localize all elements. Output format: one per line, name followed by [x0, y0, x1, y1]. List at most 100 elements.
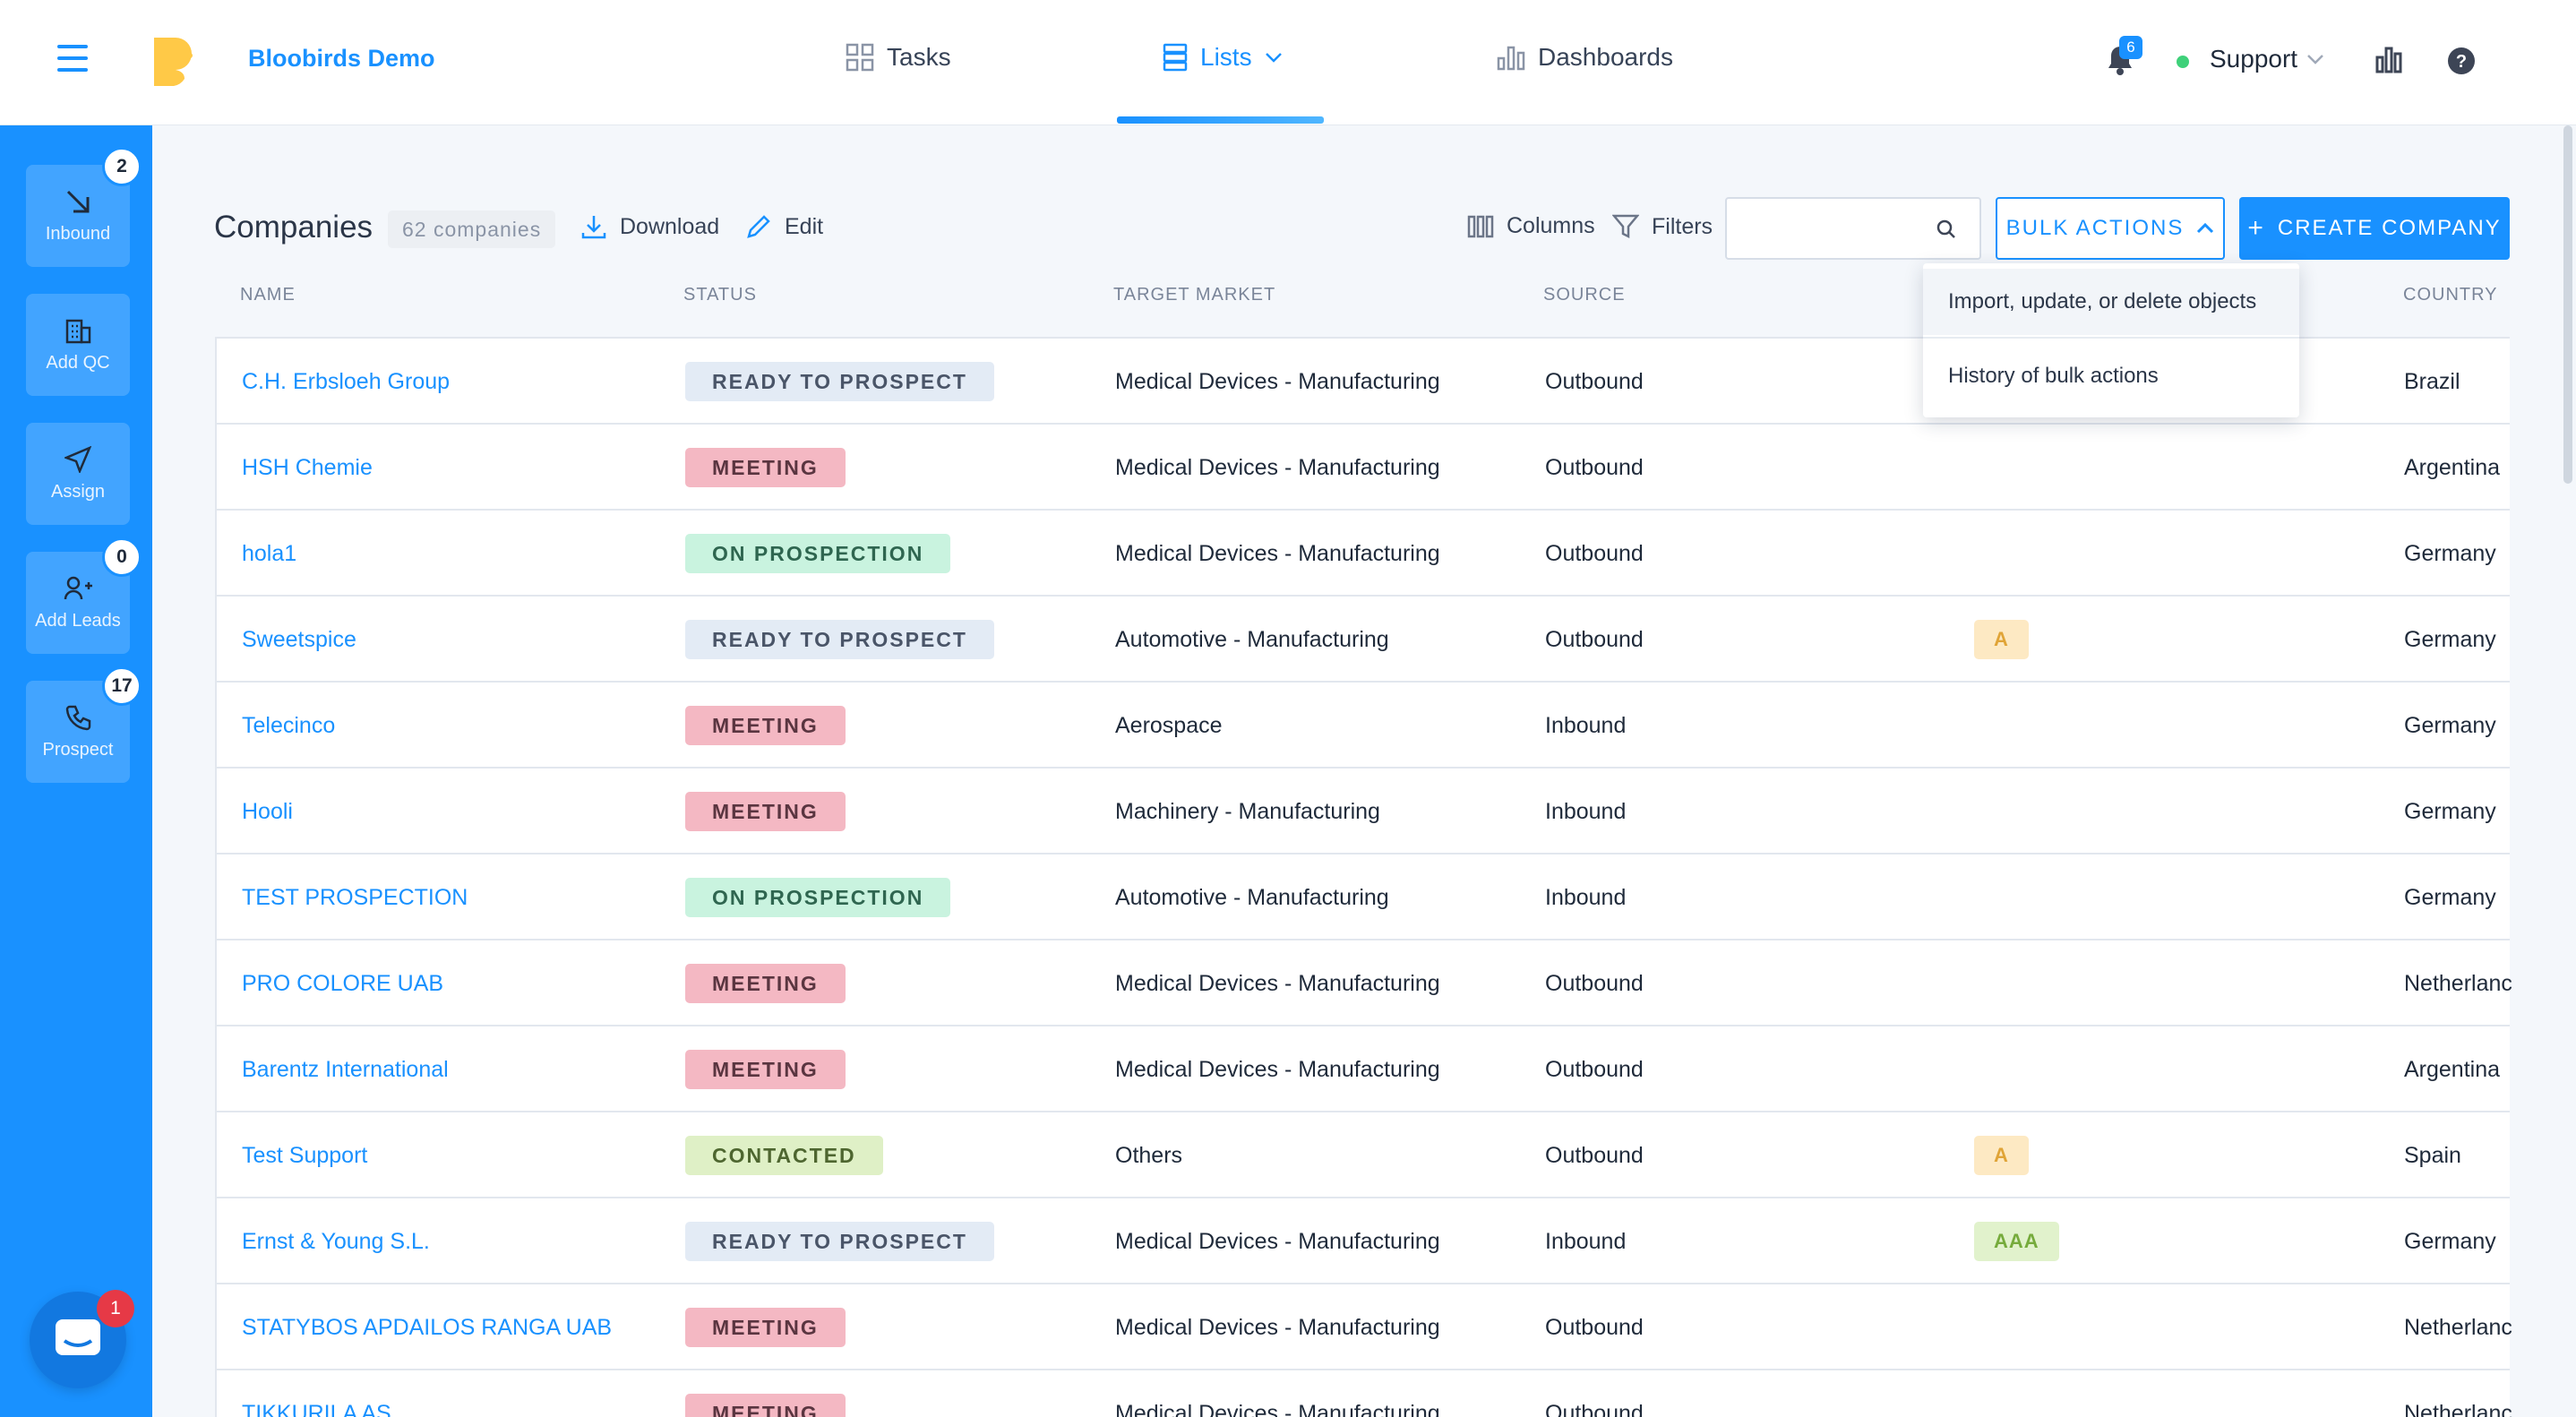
table-row[interactable]: Barentz International MEETING Medical Devi… [217, 1026, 2510, 1112]
table-row[interactable]: hola1 ON PROSPECTION Medical Devices - Man… [217, 511, 2510, 597]
column-header-country[interactable]: COUNTRY [2403, 285, 2498, 305]
target-market-cell: Others [1115, 1142, 1183, 1168]
status-cell: CONTACTED [685, 1112, 883, 1198]
column-header-source[interactable]: SOURCE [1543, 285, 1626, 305]
menu-icon[interactable] [57, 45, 88, 75]
menu-item-bulk-history[interactable]: History of bulk actions [1948, 364, 2159, 388]
left-sidebar: Inbound 2 Add QC Assign Add Leads 0 Pros… [0, 125, 152, 1417]
sidebar-item-label: Inbound [45, 223, 111, 244]
search-field[interactable] [1725, 197, 1981, 260]
table-row[interactable]: Hooli MEETING Machinery - Manufacturing Inb… [217, 769, 2510, 854]
source-cell: Outbound [1545, 626, 1644, 652]
notifications-badge: 6 [2119, 36, 2142, 59]
table-row[interactable]: Test Support CONTACTED Others Outbound A Spai… [217, 1112, 2510, 1198]
sidebar-item-label: Assign [50, 481, 106, 502]
search-icon[interactable] [1936, 219, 1956, 239]
table-row[interactable]: C.H. Erbsloeh Group READY TO PROSPECT Medi… [217, 339, 2510, 425]
country-cell: Germany [2404, 798, 2496, 824]
table-row[interactable]: STATYBOS APDAILOS RANGA UAB MEETING Medica… [217, 1284, 2512, 1370]
nav-lists[interactable]: Lists [1163, 43, 1283, 72]
table-row[interactable]: Ernst & Young S.L. READY TO PROSPECT Medic… [217, 1198, 2510, 1284]
company-name-link[interactable]: HSH Chemie [242, 454, 373, 480]
sidebar-item-assign[interactable]: Assign [26, 423, 130, 525]
download-button[interactable]: Download [580, 213, 719, 240]
status-cell: ON PROSPECTION [685, 511, 951, 597]
source-cell: Outbound [1545, 1314, 1644, 1340]
sidebar-item-inbound[interactable]: Inbound [26, 165, 130, 267]
analytics-icon[interactable] [2375, 47, 2402, 73]
source-cell: Outbound [1545, 540, 1644, 566]
user-menu[interactable]: Support [2210, 45, 2324, 73]
table-row[interactable]: TIKKURILA AS MEETING Medical Devices - Man… [217, 1370, 2512, 1417]
country-cell: Argentina [2404, 454, 2501, 480]
target-market-cell: Medical Devices - Manufacturing [1115, 1314, 1440, 1340]
page-title: Companies [214, 210, 374, 245]
source-cell: Outbound [1545, 1400, 1644, 1417]
scenario-tag: A [1974, 620, 2029, 659]
company-name-link[interactable]: Telecinco [242, 712, 336, 738]
target-market-cell: Aerospace [1115, 712, 1223, 738]
filters-button[interactable]: Filters [1612, 213, 1713, 240]
company-name-link[interactable]: C.H. Erbsloeh Group [242, 368, 451, 394]
edit-button[interactable]: Edit [745, 213, 823, 240]
table-row[interactable]: PRO COLORE UAB MEETING Medical Devices - M… [217, 940, 2512, 1026]
column-header-name[interactable]: NAME [240, 285, 296, 305]
status-badge: ON PROSPECTION [685, 534, 951, 573]
nav-lists-label: Lists [1200, 43, 1252, 71]
column-header-target-market[interactable]: TARGET MARKET [1113, 285, 1276, 305]
company-name-link[interactable]: Test Support [242, 1142, 368, 1168]
company-name-link[interactable]: Ernst & Young S.L. [242, 1228, 430, 1254]
column-header-status[interactable]: STATUS [683, 285, 757, 305]
status-cell: MEETING [685, 1284, 846, 1370]
help-icon[interactable]: ? [2447, 47, 2476, 75]
columns-label: Columns [1507, 213, 1595, 238]
user-name: Support [2210, 45, 2298, 73]
app-name[interactable]: Bloobirds Demo [248, 45, 435, 72]
status-cell: READY TO PROSPECT [685, 597, 994, 683]
company-name-link[interactable]: TEST PROSPECTION [242, 884, 468, 910]
sidebar-item-add-qc[interactable]: Add QC [26, 294, 130, 396]
nav-dashboards[interactable]: Dashboards [1497, 43, 1673, 72]
columns-button[interactable]: Columns [1467, 213, 1595, 239]
scenario-cell: AAA [1974, 1198, 2059, 1284]
table-row[interactable]: Telecinco MEETING Aerospace Inbound Germany [217, 683, 2510, 769]
nav-tasks[interactable]: Tasks [846, 43, 951, 72]
bulk-actions-button[interactable]: BULK ACTIONS [1996, 197, 2225, 260]
status-cell: MEETING [685, 1026, 846, 1112]
company-name-link[interactable]: STATYBOS APDAILOS RANGA UAB [242, 1314, 613, 1340]
page-scrollbar[interactable] [2563, 125, 2572, 484]
company-name-link[interactable]: Hooli [242, 798, 293, 824]
add-user-icon [64, 576, 92, 599]
create-company-button[interactable]: + CREATE COMPANY [2239, 197, 2510, 260]
company-name-link[interactable]: TIKKURILA AS [242, 1400, 391, 1417]
prospect-badge: 17 [102, 666, 142, 706]
scenario-cell: A [1974, 597, 2029, 683]
source-cell: Outbound [1545, 454, 1644, 480]
plus-icon: + [2247, 213, 2265, 243]
inbound-badge: 2 [102, 147, 142, 186]
table-row[interactable]: HSH Chemie MEETING Medical Devices - Manuf… [217, 425, 2510, 511]
country-cell: Germany [2404, 712, 2496, 738]
search-input[interactable] [1727, 199, 1924, 258]
menu-item-import-update-delete[interactable]: Import, update, or delete objects [1923, 269, 2299, 335]
status-badge: ON PROSPECTION [685, 878, 951, 917]
bloobirds-logo[interactable] [150, 34, 193, 86]
company-name-link[interactable]: Sweetspice [242, 626, 356, 652]
target-market-cell: Medical Devices - Manufacturing [1115, 540, 1440, 566]
company-name-link[interactable]: PRO COLORE UAB [242, 970, 444, 996]
create-company-label: CREATE COMPANY [2277, 216, 2502, 240]
chevron-up-icon [2197, 222, 2214, 234]
status-badge: READY TO PROSPECT [685, 620, 994, 659]
filters-label: Filters [1652, 213, 1713, 239]
company-name-link[interactable]: hola1 [242, 540, 297, 566]
download-icon [581, 216, 606, 239]
country-cell: Germany [2404, 1228, 2496, 1254]
source-cell: Outbound [1545, 970, 1644, 996]
add-leads-badge: 0 [102, 537, 142, 577]
table-row[interactable]: TEST PROSPECTION ON PROSPECTION Automotive… [217, 854, 2510, 940]
status-cell: MEETING [685, 1370, 846, 1417]
country-cell: Germany [2404, 884, 2496, 910]
company-name-link[interactable]: Barentz International [242, 1056, 449, 1082]
table-row[interactable]: Sweetspice READY TO PROSPECT Automotive - … [217, 597, 2510, 683]
status-badge: MEETING [685, 448, 846, 487]
